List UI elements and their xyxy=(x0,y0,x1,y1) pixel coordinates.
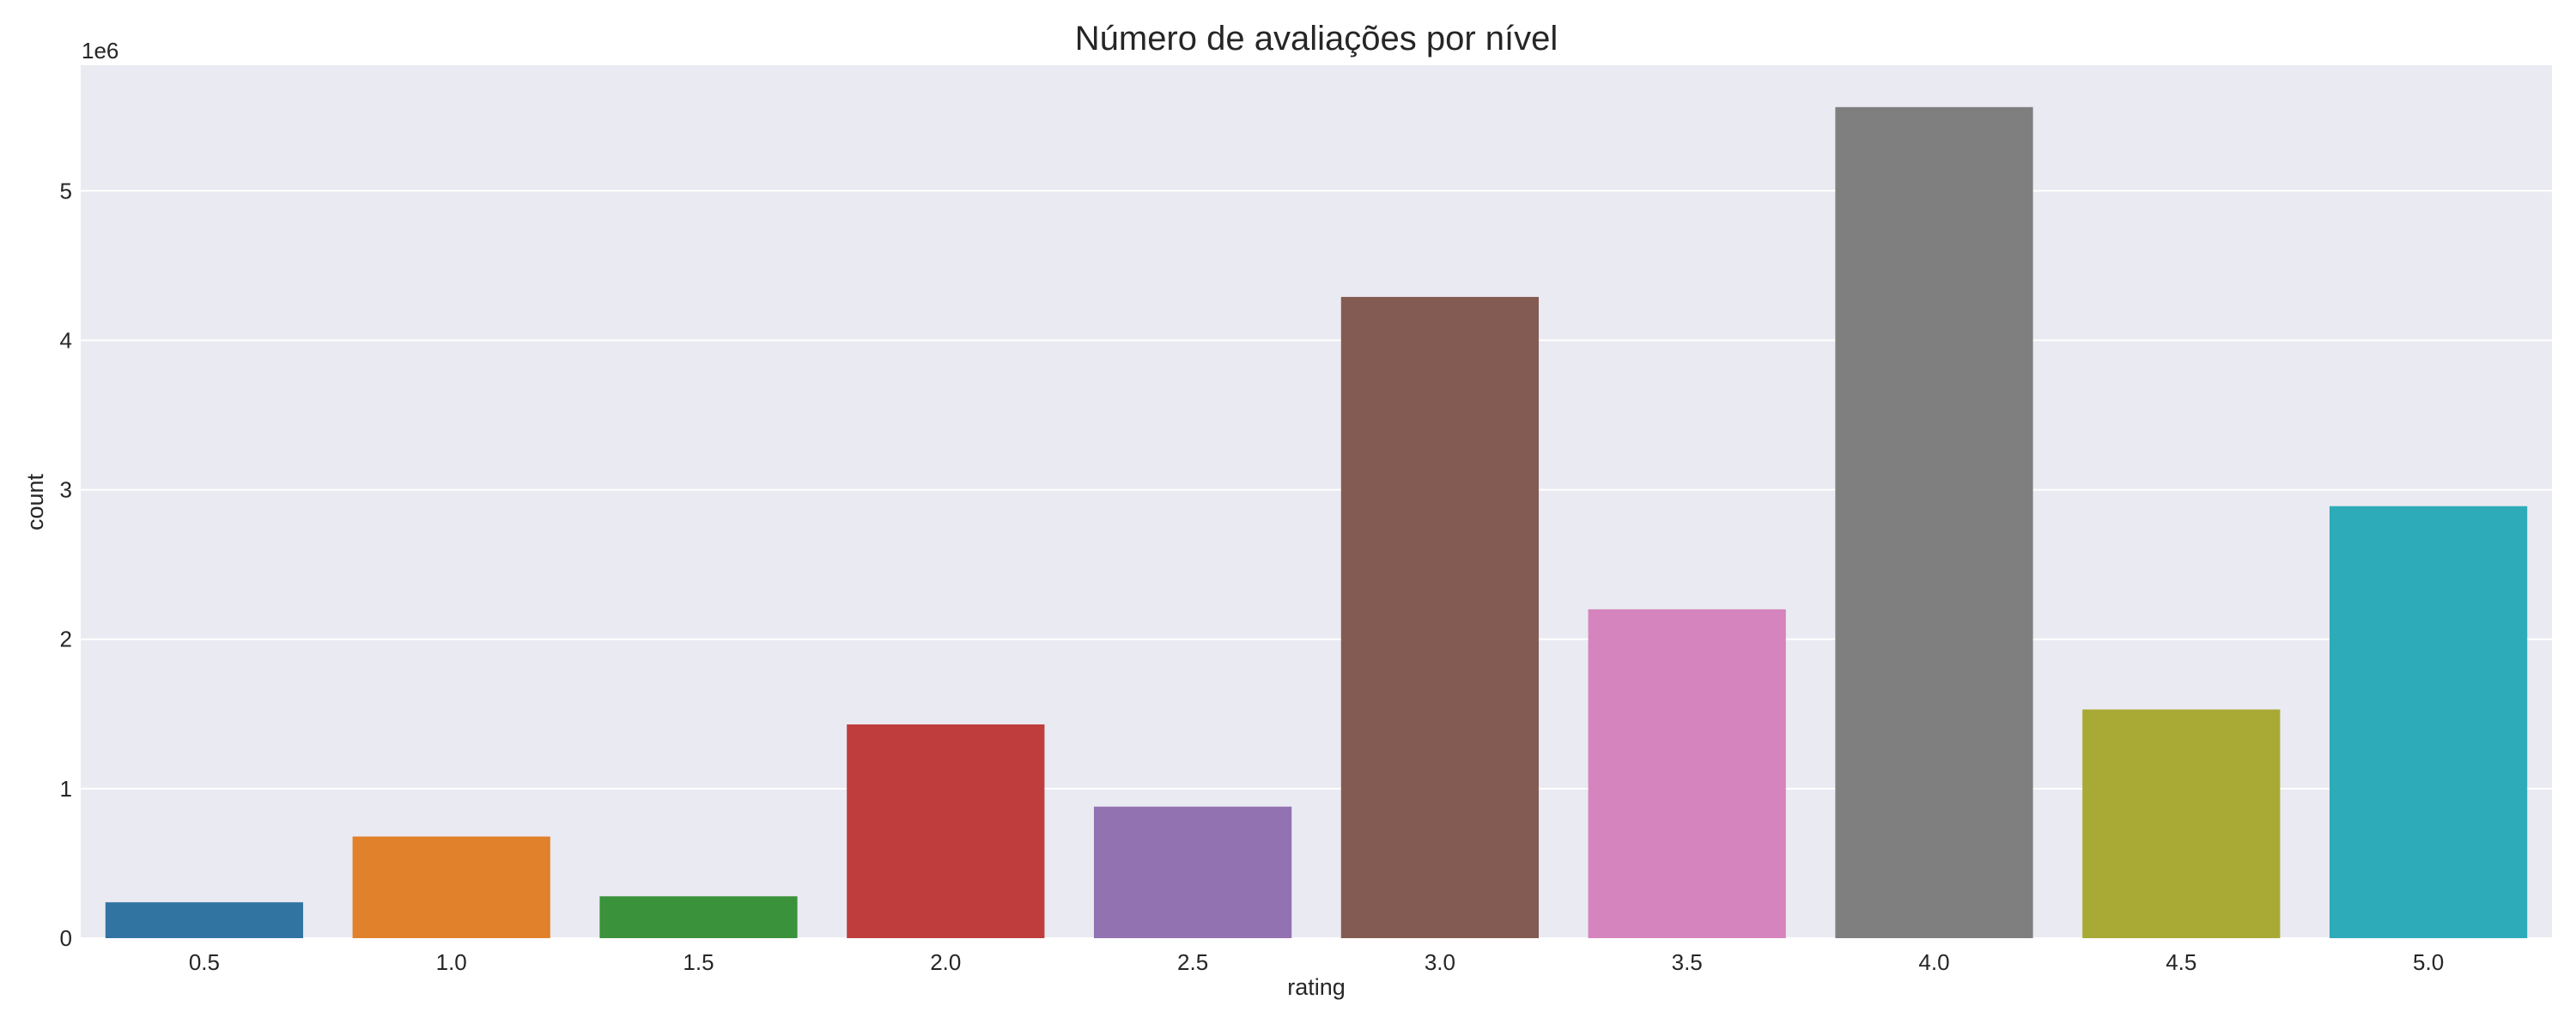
bar-4.0 xyxy=(1835,106,2033,939)
bar-3.5 xyxy=(1588,609,1786,938)
y-tick-label: 3 xyxy=(60,477,72,503)
y-tick-label: 0 xyxy=(60,925,72,951)
x-tick-label: 2.0 xyxy=(930,949,961,975)
chart-title: Número de avaliações por nível xyxy=(1075,20,1558,58)
bar-5.0 xyxy=(2329,506,2528,938)
y-tick-label: 5 xyxy=(60,178,72,203)
y-tick-label: 1 xyxy=(60,776,72,802)
y-axis-label: count xyxy=(22,473,48,530)
bar-2.0 xyxy=(847,724,1045,938)
y-tick-labels: 0 1 2 3 4 5 xyxy=(60,178,72,951)
x-tick-label: 2.5 xyxy=(1177,949,1208,975)
x-tick-labels: 0.5 1.0 1.5 2.0 2.5 3.0 3.5 4.0 4.5 5.0 xyxy=(189,949,2444,975)
x-tick-label: 4.5 xyxy=(2166,949,2196,975)
x-tick-label: 3.0 xyxy=(1425,949,1455,975)
x-tick-label: 5.0 xyxy=(2413,949,2444,975)
bars xyxy=(105,106,2528,939)
x-tick-label: 3.5 xyxy=(1672,949,1703,975)
y-offset-label: 1e6 xyxy=(82,38,118,64)
x-tick-label: 4.0 xyxy=(1918,949,1949,975)
bar-2.5 xyxy=(1093,806,1292,938)
x-tick-label: 0.5 xyxy=(189,949,220,975)
bar-1.0 xyxy=(352,836,550,938)
bar-1.5 xyxy=(599,896,798,938)
bar-0.5 xyxy=(105,902,304,938)
y-tick-label: 4 xyxy=(60,327,72,353)
x-tick-label: 1.5 xyxy=(683,949,714,975)
bar-3.0 xyxy=(1340,296,1540,938)
bar-4.5 xyxy=(2082,709,2281,938)
y-tick-label: 2 xyxy=(60,627,72,652)
x-tick-label: 1.0 xyxy=(436,949,467,975)
x-axis-label: rating xyxy=(1287,974,1346,1000)
